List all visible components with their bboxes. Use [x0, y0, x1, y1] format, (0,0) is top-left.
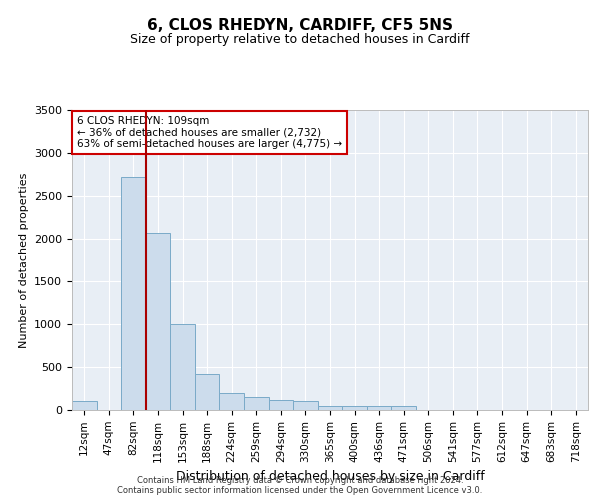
Bar [220, 393, 244, 410]
Bar [195, 374, 220, 410]
Text: 6, CLOS RHEDYN, CARDIFF, CF5 5NS: 6, CLOS RHEDYN, CARDIFF, CF5 5NS [147, 18, 453, 32]
Bar [367, 406, 391, 410]
Bar [342, 406, 367, 410]
Bar [293, 402, 318, 410]
Text: 6 CLOS RHEDYN: 109sqm
← 36% of detached houses are smaller (2,732)
63% of semi-d: 6 CLOS RHEDYN: 109sqm ← 36% of detached … [77, 116, 342, 149]
Bar [269, 400, 293, 410]
Bar [391, 406, 416, 410]
Bar [72, 402, 97, 410]
Bar [121, 177, 146, 410]
Bar [244, 397, 269, 410]
Bar [170, 324, 195, 410]
Text: Size of property relative to detached houses in Cardiff: Size of property relative to detached ho… [130, 32, 470, 46]
Bar [318, 406, 342, 410]
Text: Contains HM Land Registry data © Crown copyright and database right 2024.
Contai: Contains HM Land Registry data © Crown c… [118, 476, 482, 495]
Y-axis label: Number of detached properties: Number of detached properties [19, 172, 29, 348]
Bar [146, 234, 170, 410]
X-axis label: Distribution of detached houses by size in Cardiff: Distribution of detached houses by size … [176, 470, 484, 483]
